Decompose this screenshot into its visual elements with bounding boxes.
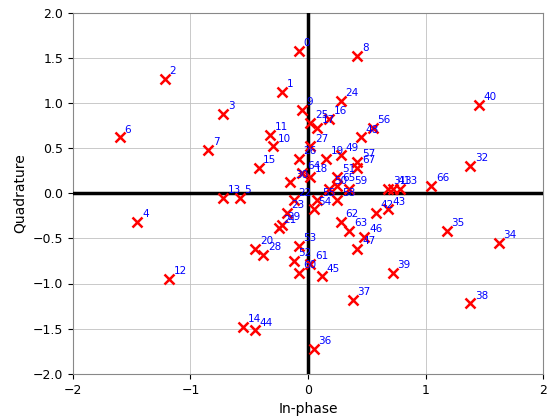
Text: 41: 41 — [398, 176, 410, 186]
Text: 33: 33 — [404, 176, 418, 186]
Text: 57: 57 — [362, 149, 375, 159]
Text: 17: 17 — [322, 116, 335, 126]
Text: 8: 8 — [362, 43, 368, 53]
Text: 65: 65 — [342, 173, 356, 183]
Text: 45: 45 — [327, 264, 340, 273]
Text: 4: 4 — [142, 210, 149, 219]
Text: 47: 47 — [362, 236, 375, 247]
Y-axis label: Quadrature: Quadrature — [13, 153, 27, 233]
Text: 16: 16 — [334, 106, 347, 116]
Text: 31: 31 — [393, 176, 406, 186]
Text: 38: 38 — [475, 291, 488, 301]
Text: 3: 3 — [228, 101, 235, 111]
Text: 30: 30 — [295, 170, 308, 180]
Text: 63: 63 — [354, 218, 367, 228]
Text: 42: 42 — [381, 200, 394, 210]
Text: 0: 0 — [304, 38, 310, 48]
Text: 18: 18 — [315, 164, 328, 174]
Text: 35: 35 — [451, 218, 465, 228]
Text: 61: 61 — [315, 251, 328, 261]
Text: 55: 55 — [322, 188, 335, 198]
Text: 12: 12 — [174, 266, 187, 276]
Text: 14: 14 — [248, 314, 262, 324]
Text: 53: 53 — [304, 233, 316, 243]
Text: 43: 43 — [393, 197, 406, 207]
Text: 24: 24 — [346, 88, 359, 98]
Text: 48: 48 — [366, 124, 379, 134]
Text: 66: 66 — [436, 173, 450, 183]
Text: 19: 19 — [330, 146, 344, 156]
Text: 9: 9 — [307, 97, 314, 108]
Text: 21: 21 — [283, 215, 297, 225]
Text: 36: 36 — [319, 336, 332, 346]
Text: 2: 2 — [169, 66, 176, 76]
Text: 13: 13 — [228, 185, 241, 195]
Text: 49: 49 — [346, 142, 359, 152]
Text: 25: 25 — [315, 110, 328, 120]
Text: 20: 20 — [260, 236, 273, 247]
Text: 15: 15 — [263, 155, 277, 165]
Text: 27: 27 — [315, 134, 328, 144]
Text: 10: 10 — [277, 134, 291, 144]
Text: 60: 60 — [304, 260, 316, 270]
Text: 7: 7 — [213, 137, 220, 147]
Text: 64: 64 — [307, 160, 320, 171]
X-axis label: In-phase: In-phase — [278, 402, 338, 416]
Text: 59: 59 — [354, 176, 367, 186]
Text: 58: 58 — [342, 188, 356, 198]
Text: 51: 51 — [342, 164, 356, 174]
Text: 39: 39 — [398, 260, 410, 270]
Text: 50: 50 — [334, 176, 347, 186]
Text: 6: 6 — [124, 124, 131, 134]
Text: 26: 26 — [304, 146, 316, 156]
Text: 22: 22 — [298, 188, 312, 198]
Text: 1: 1 — [287, 79, 293, 89]
Text: 5: 5 — [245, 185, 251, 195]
Text: 46: 46 — [369, 224, 382, 234]
Text: 44: 44 — [260, 318, 273, 328]
Text: 54: 54 — [319, 197, 332, 207]
Text: 11: 11 — [275, 122, 288, 132]
Text: 28: 28 — [268, 242, 281, 252]
Text: 23: 23 — [292, 200, 305, 210]
Text: 40: 40 — [483, 92, 496, 102]
Text: 52: 52 — [298, 248, 312, 258]
Text: 34: 34 — [503, 230, 516, 240]
Text: 67: 67 — [362, 155, 375, 165]
Text: 62: 62 — [346, 210, 359, 219]
Text: 32: 32 — [475, 153, 488, 163]
Text: 56: 56 — [377, 116, 391, 126]
Text: 29: 29 — [287, 212, 300, 222]
Text: 37: 37 — [357, 287, 371, 297]
